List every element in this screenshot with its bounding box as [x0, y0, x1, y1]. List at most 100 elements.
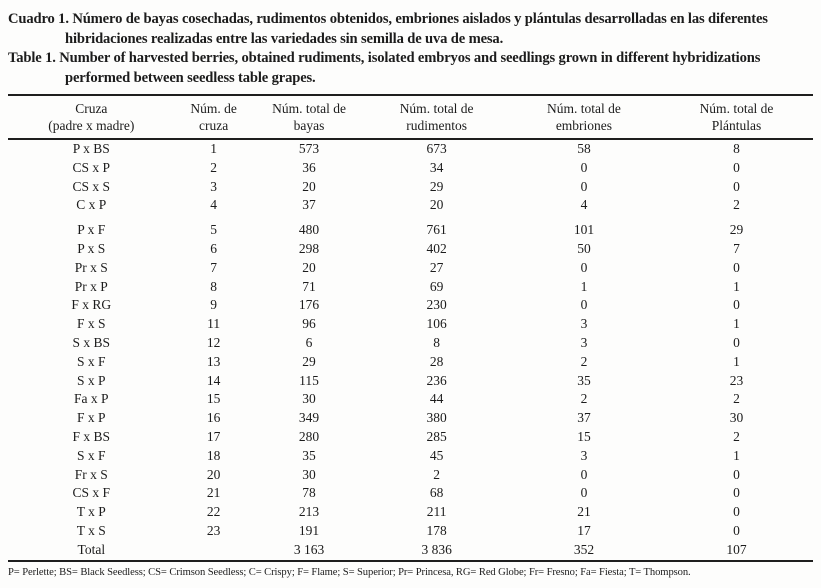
- value-cell: 285: [426, 428, 447, 444]
- hybridization-table: Cruza (padre x madre) Núm. de cruza Núm.…: [8, 94, 813, 562]
- value-cell: 101: [573, 222, 595, 238]
- cross-name-cell: F x P: [77, 410, 106, 426]
- value-cell: 5: [210, 222, 218, 238]
- value-cell: 761: [426, 222, 447, 238]
- table-row: P x F 5 480 761 101 29: [8, 215, 813, 240]
- value-cell: 96: [302, 316, 316, 332]
- header-cruza-line1: Cruza: [75, 101, 108, 116]
- value-cell: 9: [210, 297, 218, 313]
- value-cell: 58: [577, 141, 591, 156]
- value-cell: 2: [580, 391, 588, 407]
- header-cruza-line2: (padre x madre): [48, 118, 135, 133]
- header-plantulas-line2: Plántulas: [711, 118, 762, 133]
- value-cell: 30: [302, 466, 316, 482]
- header-embriones-line1: Núm. total de: [547, 101, 621, 116]
- table-header: Cruza (padre x madre) Núm. de cruza Núm.…: [8, 95, 813, 140]
- value-cell: 0: [580, 297, 588, 313]
- value-cell: 106: [426, 316, 447, 332]
- value-cell: 6: [305, 334, 313, 350]
- value-cell: 30: [302, 391, 316, 407]
- table-row: F x BS 17 280 285 15 2: [8, 428, 813, 447]
- value-cell: 230: [426, 297, 447, 313]
- value-cell: 2: [580, 353, 588, 369]
- value-cell: 1: [733, 278, 740, 294]
- value-cell: 28: [429, 353, 444, 369]
- value-cell: 0: [580, 178, 588, 194]
- header-plantulas: Núm. total de Plántulas: [660, 95, 813, 140]
- value-cell: 0: [733, 178, 740, 194]
- value-cell: 23: [729, 372, 744, 388]
- value-cell: 45: [429, 447, 444, 463]
- value-cell: 20: [429, 197, 444, 213]
- value-cell: 3: [580, 447, 588, 463]
- cross-name-cell: P x F: [77, 222, 106, 238]
- value-cell: 21: [577, 504, 591, 520]
- caption-english: Table 1. Number of harvested berries, ob…: [8, 50, 761, 86]
- value-cell: 0: [733, 485, 740, 501]
- value-cell: 0: [733, 504, 740, 520]
- value-cell: 15: [577, 428, 591, 444]
- table-row: Fr x S 20 30 2 0 0: [8, 466, 813, 485]
- value-cell: 30: [729, 410, 744, 426]
- value-cell: 6: [210, 240, 218, 256]
- table-row: Pr x S 7 20 27 0 0: [8, 259, 813, 278]
- value-cell: 0: [733, 159, 740, 175]
- total-row: Total 3 163 3 836 352 107: [8, 541, 813, 561]
- cross-name-cell: Fa x P: [74, 391, 109, 407]
- table-row: Pr x P 8 71 69 1 1: [8, 278, 813, 297]
- header-num-cruza-line2: cruza: [199, 118, 229, 133]
- value-cell: 0: [733, 522, 740, 538]
- cross-name-cell: F x BS: [72, 428, 111, 444]
- value-cell: 29: [729, 222, 744, 238]
- cross-name-cell: Pr x S: [74, 259, 108, 275]
- value-cell: 0: [733, 334, 740, 350]
- table-row: S x P 14 115 236 35 23: [8, 372, 813, 391]
- header-bayas: Núm. total de bayas: [252, 95, 366, 140]
- header-embriones: Núm. total de embriones: [507, 95, 661, 140]
- value-cell: 402: [426, 240, 447, 256]
- value-cell: 1: [733, 353, 740, 369]
- table-row: CS x S 3 20 29 0 0: [8, 178, 813, 197]
- value-cell: 29: [429, 178, 444, 194]
- value-cell: 178: [426, 522, 447, 538]
- value-cell: 27: [429, 259, 444, 275]
- header-num-cruza: Núm. de cruza: [174, 95, 253, 140]
- value-cell: 1: [733, 316, 740, 332]
- cross-name-cell: F x S: [77, 316, 106, 332]
- value-cell: 20: [302, 259, 316, 275]
- cross-name-cell: T x P: [76, 504, 106, 520]
- cross-name-cell: S x F: [77, 353, 106, 369]
- header-rudimentos-line2: rudimentos: [406, 118, 467, 133]
- table-row: CS x P 2 36 34 0 0: [8, 159, 813, 178]
- cross-name-cell: CS x S: [72, 178, 111, 194]
- value-cell: 29: [302, 353, 316, 369]
- header-plantulas-line1: Núm. total de: [699, 101, 774, 116]
- value-cell: 68: [429, 485, 444, 501]
- cross-name-cell: P x BS: [72, 141, 110, 156]
- value-cell: 2: [210, 159, 218, 175]
- value-cell: 14: [206, 372, 221, 388]
- value-cell: 13: [206, 353, 221, 369]
- header-bayas-line1: Núm. total de: [272, 101, 346, 116]
- value-cell: 20: [302, 178, 316, 194]
- value-cell: 20: [206, 466, 221, 482]
- cross-name-cell: P x S: [77, 240, 106, 256]
- value-cell: 21: [206, 485, 221, 501]
- value-cell: 44: [429, 391, 444, 407]
- value-cell: 3 163: [293, 541, 325, 557]
- value-cell: 211: [426, 504, 447, 520]
- cross-name-cell: S x BS: [72, 334, 111, 350]
- cross-name-cell: S x P: [77, 372, 106, 388]
- value-cell: [175, 541, 253, 561]
- value-cell: 12: [206, 334, 221, 350]
- value-cell: 35: [577, 372, 591, 388]
- table-row: F x P 16 349 380 37 30: [8, 409, 813, 428]
- value-cell: 8: [210, 278, 218, 294]
- abbreviations-footnote: P= Perlette; BS= Black Seedless; CS= Cri…: [8, 566, 691, 578]
- cross-name-cell: Pr x P: [74, 278, 108, 294]
- caption-spanish: Cuadro 1. Número de bayas cosechadas, ru…: [8, 11, 768, 47]
- value-cell: 280: [298, 428, 320, 444]
- value-cell: 37: [302, 197, 316, 213]
- value-cell: 0: [580, 159, 588, 175]
